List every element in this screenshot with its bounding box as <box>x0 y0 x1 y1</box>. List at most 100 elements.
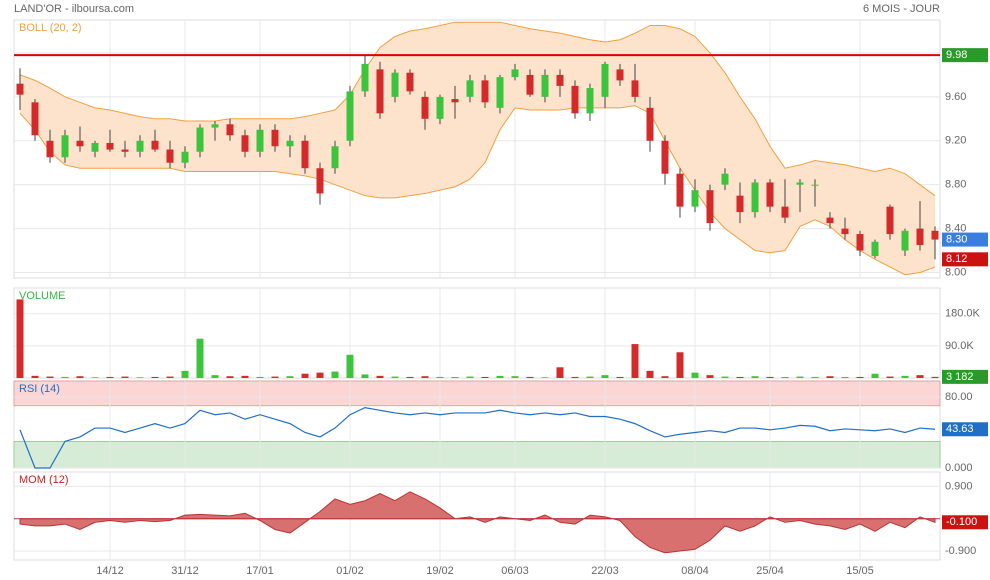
y-tick-label: 80.00 <box>945 391 973 403</box>
panel-frame <box>13 471 941 561</box>
volume-bar <box>511 376 519 378</box>
volume-bar <box>841 377 849 378</box>
y-tick-label: 9.60 <box>945 91 966 103</box>
x-tick-label: 14/12 <box>96 565 124 577</box>
x-tick-label: 31/12 <box>171 565 199 577</box>
candle-body <box>211 124 219 128</box>
volume-bar <box>826 376 834 378</box>
value-badge-label: 3 182 <box>946 371 974 383</box>
candle-body <box>436 96 444 119</box>
value-badge <box>942 422 988 437</box>
candle-body <box>226 124 234 136</box>
value-badge-label: 43.63 <box>946 423 974 435</box>
candle-body <box>736 195 744 213</box>
candle-body <box>301 140 309 169</box>
candle-body <box>871 241 879 257</box>
mom-area <box>19 491 936 554</box>
x-tick-label: 15/05 <box>846 565 874 577</box>
panel-label: BOLL (20, 2) <box>19 22 82 34</box>
x-tick-label: 17/01 <box>246 565 274 577</box>
candle-body <box>901 230 909 251</box>
volume-bar <box>466 376 474 378</box>
y-tick-label: 0.000 <box>945 462 973 474</box>
value-badge <box>942 48 988 63</box>
candle-body <box>811 184 819 186</box>
oversold-zone <box>13 441 941 469</box>
candle-body <box>16 83 24 95</box>
volume-bar <box>421 376 429 378</box>
volume-bar <box>631 344 639 378</box>
y-tick-label: -0.900 <box>945 545 976 557</box>
volume-bar <box>481 376 489 378</box>
x-tick-label: 08/04 <box>681 565 709 577</box>
y-tick-label: 0.900 <box>945 480 973 492</box>
candle-body <box>466 80 474 97</box>
panel-label: RSI (14) <box>19 383 60 395</box>
volume-bar <box>301 373 309 378</box>
volume-bar <box>451 377 459 378</box>
volume-bar <box>166 376 174 378</box>
candle-body <box>136 140 144 152</box>
candle-body <box>361 63 369 92</box>
panel-label: VOLUME <box>19 290 65 302</box>
candle-body <box>271 129 279 147</box>
volume-bar <box>436 376 444 378</box>
candle-body <box>196 127 204 152</box>
volume-bar <box>331 371 339 378</box>
volume-bar <box>886 376 894 378</box>
candle-body <box>856 234 864 251</box>
volume-bar <box>271 376 279 378</box>
volume-bar <box>46 376 54 378</box>
volume-bar <box>136 377 144 378</box>
candle-body <box>556 74 564 86</box>
candle-body <box>451 99 459 103</box>
candle-body <box>496 77 504 108</box>
candle-body <box>91 142 99 152</box>
x-tick-label: 01/02 <box>336 565 364 577</box>
volume-bar <box>586 376 594 378</box>
value-badge-label: 9.98 <box>946 49 967 61</box>
volume-bar <box>706 375 714 378</box>
candle-body <box>511 69 519 78</box>
candle-body <box>406 72 414 92</box>
candle-body <box>31 102 39 136</box>
volume-bar <box>361 374 369 378</box>
volume-bar <box>226 376 234 378</box>
candle-body <box>826 217 834 224</box>
volume-bar <box>601 375 609 378</box>
volume-bar <box>346 354 354 378</box>
band-line <box>19 105 936 276</box>
candle-body <box>61 135 69 158</box>
volume-bar <box>151 376 159 378</box>
band-line <box>19 21 936 197</box>
y-tick-label: 180.0K <box>945 308 981 320</box>
candle-body <box>796 182 804 185</box>
x-tick-label: 19/02 <box>426 565 454 577</box>
volume-bar <box>256 376 264 378</box>
candle-body <box>631 80 639 97</box>
candle-body <box>541 74 549 97</box>
panel-frame <box>13 19 941 279</box>
candle-body <box>781 206 789 218</box>
candle-body <box>121 149 129 152</box>
candle-body <box>106 142 114 150</box>
x-tick-label: 06/03 <box>501 565 529 577</box>
period: 6 MOIS - JOUR <box>863 3 940 15</box>
y-tick-label: 9.20 <box>945 135 966 147</box>
candle-body <box>256 129 264 152</box>
volume-bar <box>31 375 39 378</box>
volume-bar <box>871 373 879 378</box>
candle-body <box>331 146 339 169</box>
volume-bar <box>541 377 549 378</box>
candle-body <box>46 140 54 158</box>
candle-body <box>841 228 849 235</box>
candle-body <box>691 190 699 207</box>
page-title: LAND'OR - ilboursa.com <box>14 3 134 15</box>
x-tick-label: 25/04 <box>756 565 784 577</box>
volume-bar <box>931 376 939 378</box>
volume-bar <box>736 376 744 378</box>
y-tick-label: 8.00 <box>945 266 966 278</box>
candle-body <box>676 173 684 207</box>
value-badge <box>942 515 988 530</box>
